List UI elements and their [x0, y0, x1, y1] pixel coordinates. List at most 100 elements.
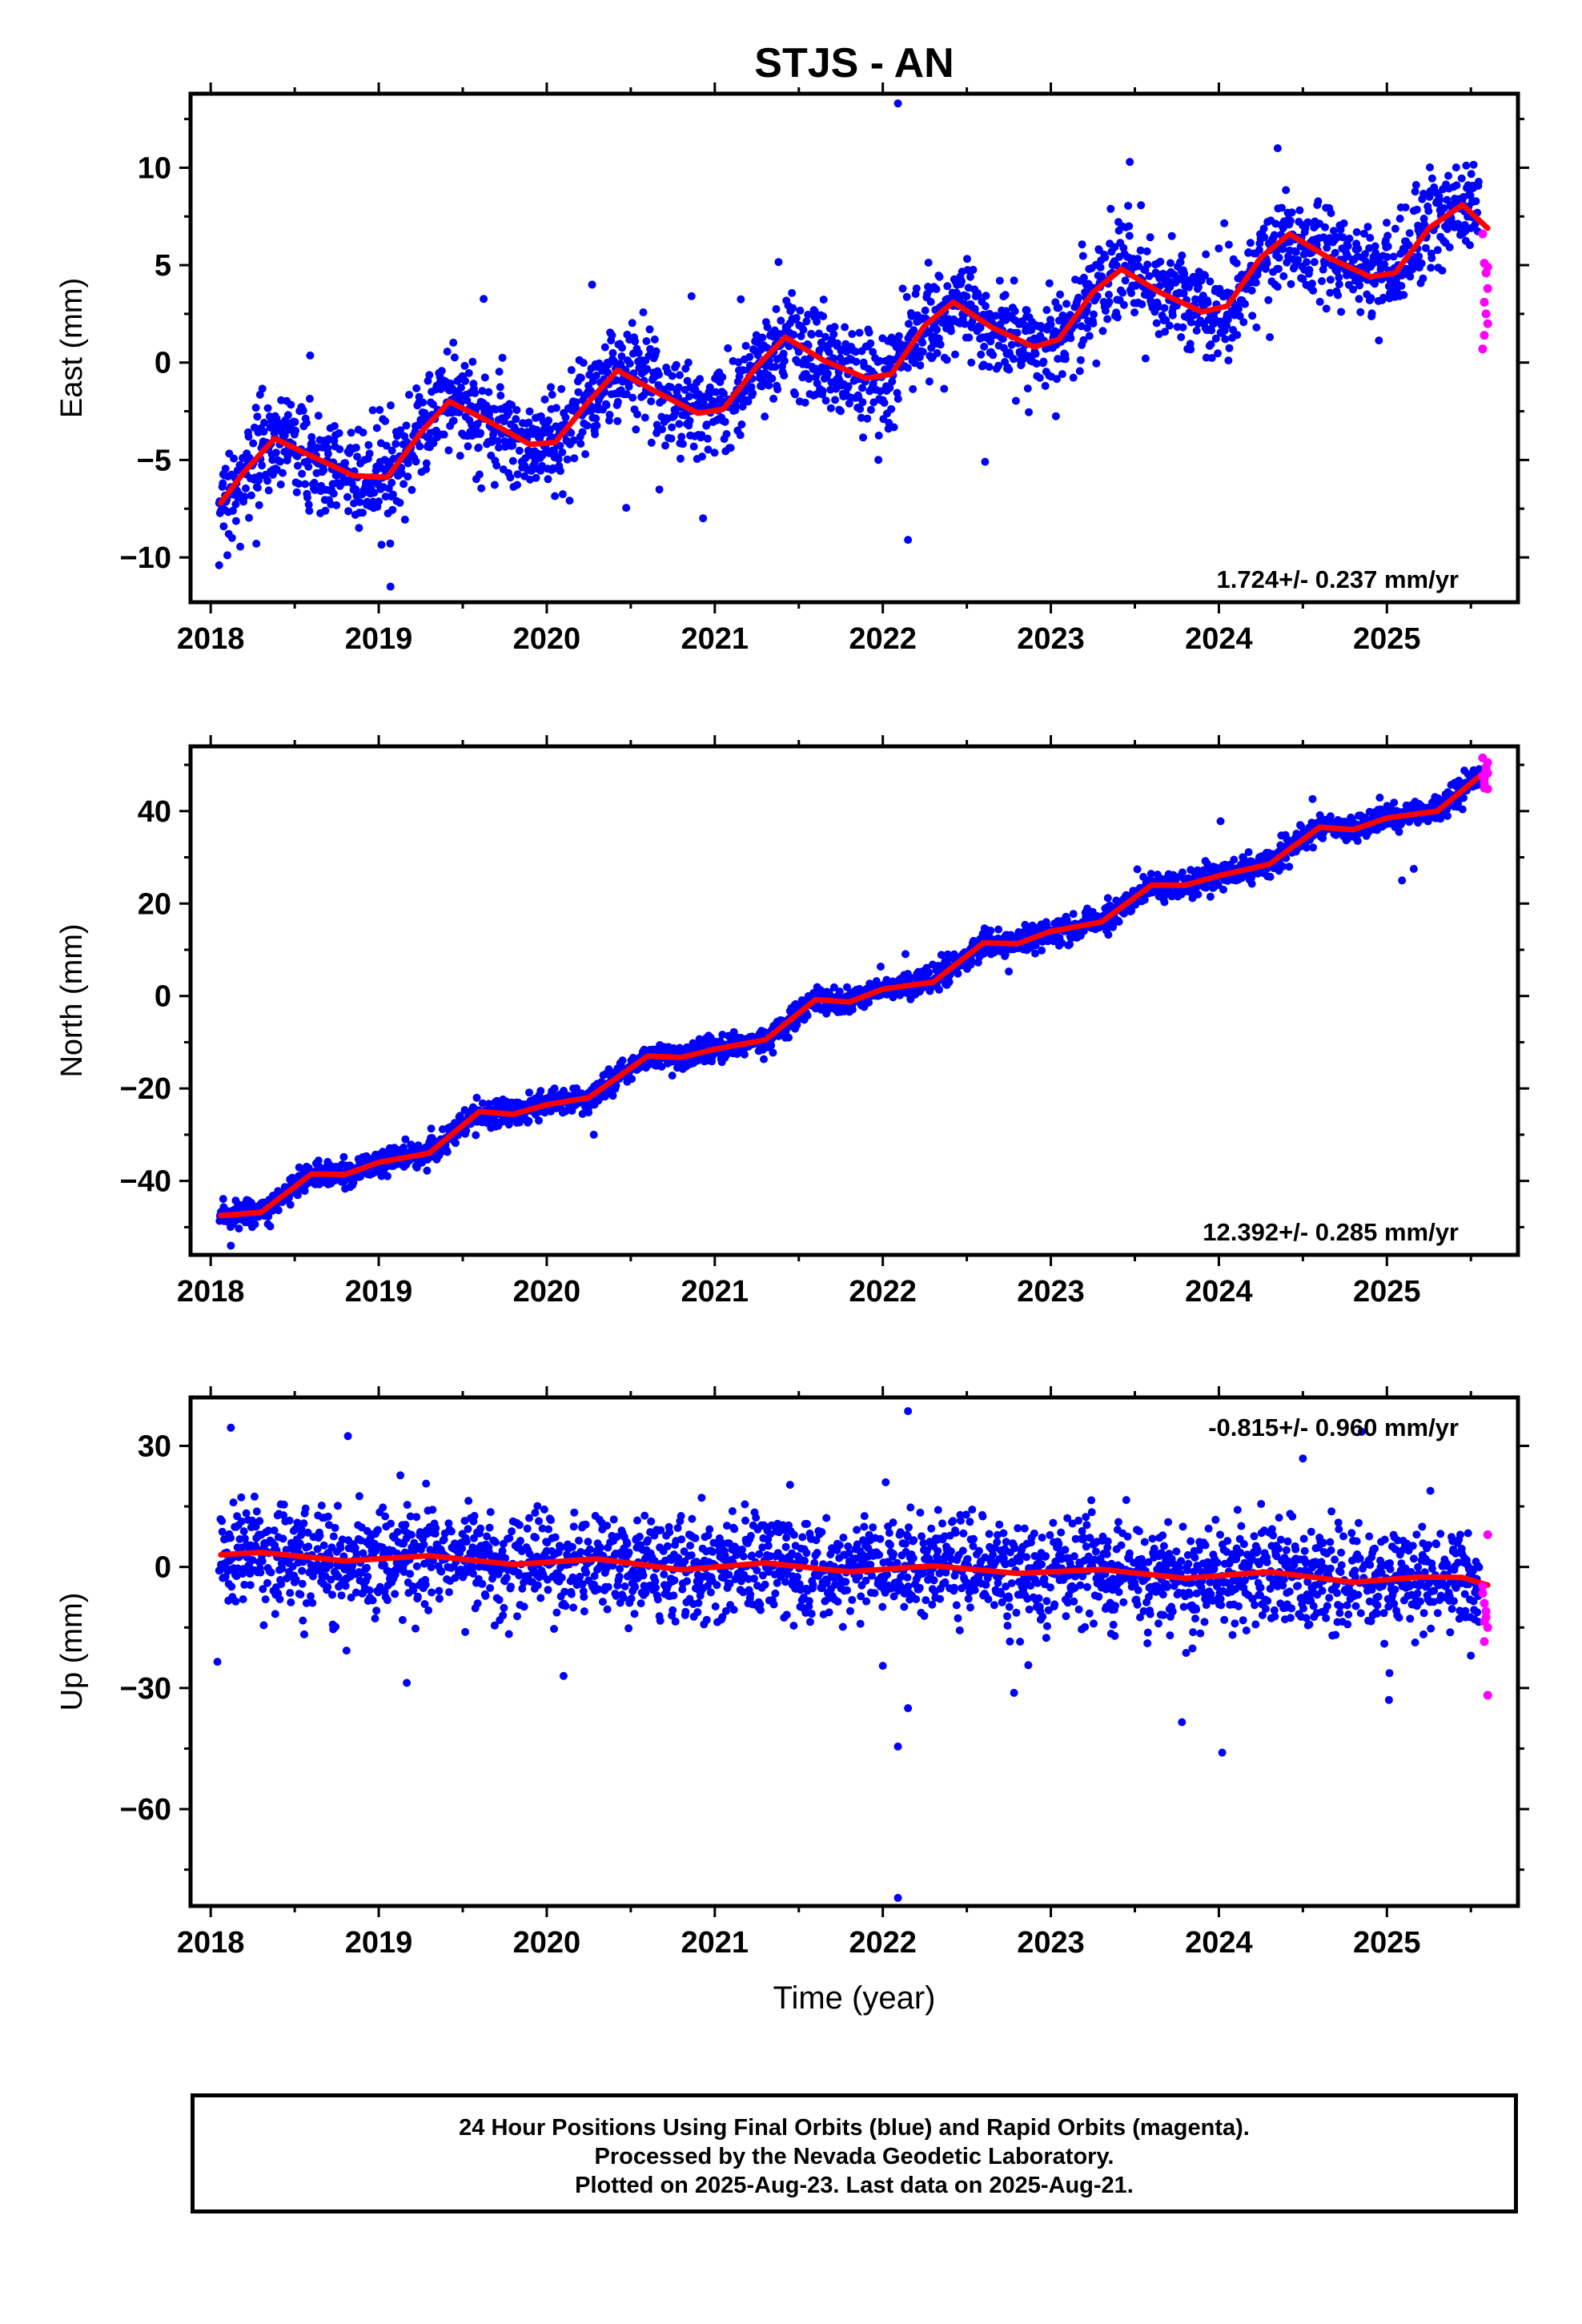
x-tick-label: 2024 [1185, 622, 1253, 656]
final-orbit-point [1315, 297, 1324, 306]
final-orbit-point [1061, 355, 1070, 364]
final-orbit-point [1098, 327, 1107, 336]
final-orbit-point [829, 983, 838, 991]
final-orbit-point [1282, 186, 1291, 195]
plot-frame [188, 744, 1520, 1257]
final-orbit-point [918, 348, 927, 356]
final-orbit-point [1335, 280, 1343, 288]
final-orbit-point [777, 316, 785, 325]
final-orbit-point [737, 295, 745, 304]
final-orbit-point [495, 443, 503, 452]
final-orbit-point [386, 539, 395, 548]
final-orbit-point [1355, 281, 1364, 290]
final-orbit-point [1031, 349, 1040, 358]
final-orbit-point [1069, 910, 1078, 919]
final-orbit-point [640, 413, 649, 422]
final-orbit-point [1154, 303, 1162, 312]
final-orbit-point [903, 364, 912, 372]
final-orbit-point [645, 325, 654, 334]
final-orbit-point [569, 436, 578, 444]
final-orbit-point [1474, 177, 1483, 186]
final-orbit-point [809, 989, 818, 997]
final-orbit-point [263, 476, 271, 485]
final-orbit-point [319, 466, 328, 475]
final-orbit-point [464, 442, 472, 451]
final-orbit-point [1266, 872, 1275, 881]
final-orbit-point [370, 489, 379, 497]
final-orbit-point [1366, 234, 1375, 242]
final-orbit-point [874, 456, 883, 464]
final-orbit-point [1383, 219, 1391, 227]
final-orbit-point [1066, 940, 1074, 949]
final-orbit-point [480, 295, 488, 304]
final-orbit-point [789, 304, 797, 312]
x-tick-label: 2019 [345, 622, 413, 656]
final-orbit-point [667, 434, 676, 443]
final-orbit-point [302, 419, 311, 427]
final-orbit-point [866, 339, 875, 348]
final-orbit-point [1176, 258, 1185, 267]
final-orbit-point [258, 384, 267, 393]
final-orbit-point [525, 407, 534, 416]
final-orbit-point [797, 332, 805, 340]
final-orbit-point [677, 432, 686, 441]
x-tick-label: 2022 [849, 622, 917, 656]
final-orbit-point [1224, 240, 1233, 249]
final-orbit-point [780, 371, 789, 380]
final-orbit-point [769, 394, 778, 403]
final-orbit-point [678, 440, 687, 448]
final-orbit-point [1443, 225, 1452, 234]
final-orbit-point [397, 469, 406, 478]
final-orbit-point [819, 296, 828, 304]
final-orbit-point [400, 1143, 408, 1152]
final-orbit-point [1329, 227, 1338, 235]
final-orbit-point [951, 350, 959, 359]
final-orbit-point [350, 499, 358, 508]
final-orbit-point [592, 414, 600, 423]
final-orbit-point [295, 480, 303, 489]
final-orbit-point [1286, 216, 1295, 225]
final-orbit-point [450, 1119, 459, 1128]
final-orbit-point [1397, 282, 1406, 290]
final-orbit-point [677, 454, 685, 463]
final-orbit-point [1058, 370, 1066, 379]
final-orbit-point [1005, 365, 1014, 374]
final-orbit-point [591, 430, 600, 439]
final-orbit-point [1221, 335, 1230, 344]
final-orbit-point [612, 376, 621, 384]
final-orbit-point [763, 323, 772, 332]
final-orbit-point [805, 373, 813, 382]
final-orbit-point [419, 398, 428, 407]
final-orbit-point [1215, 244, 1223, 253]
final-orbit-point [661, 441, 669, 450]
outlier-point [386, 582, 395, 591]
final-orbit-point [1375, 336, 1383, 345]
final-orbit-point [1467, 170, 1476, 179]
final-orbit-point [1110, 243, 1119, 251]
final-orbit-point [880, 399, 889, 407]
final-orbit-point [1206, 277, 1215, 286]
final-orbit-point [1051, 412, 1060, 420]
final-orbit-point [652, 347, 661, 356]
final-orbit-point [578, 1110, 587, 1118]
final-orbit-point [901, 950, 909, 959]
final-orbit-point [977, 350, 986, 359]
final-orbit-point [926, 297, 935, 306]
final-orbit-point [292, 488, 301, 497]
final-orbit-point [1045, 279, 1054, 287]
final-orbit-point [506, 473, 515, 482]
final-orbit-point [301, 480, 310, 489]
final-orbit-point [934, 985, 943, 994]
final-orbit-point [689, 442, 698, 451]
final-orbit-point [1090, 310, 1098, 319]
final-orbit-point [668, 372, 677, 380]
final-orbit-point [789, 331, 798, 339]
final-orbit-point [737, 420, 746, 428]
final-orbit-point [996, 320, 1005, 328]
final-orbit-point [1056, 290, 1065, 299]
final-orbit-point [378, 464, 387, 472]
final-orbit-point [1283, 258, 1291, 267]
final-orbit-point [752, 331, 761, 340]
rapid-orbit-point [1483, 784, 1492, 794]
final-orbit-point [980, 342, 989, 351]
